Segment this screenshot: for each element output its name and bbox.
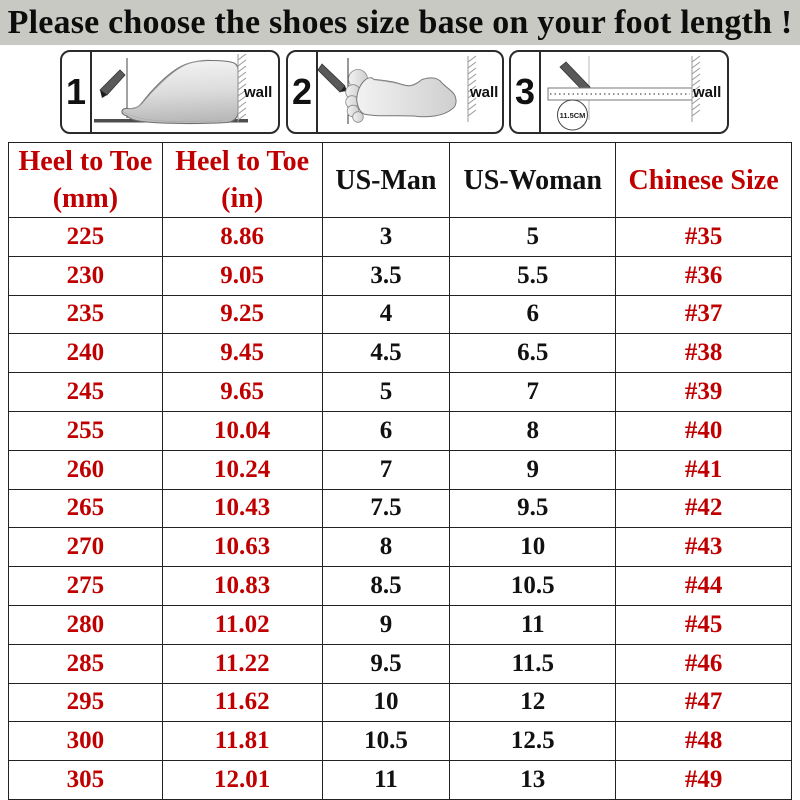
svg-text:11.5CM: 11.5CM [560,111,586,120]
